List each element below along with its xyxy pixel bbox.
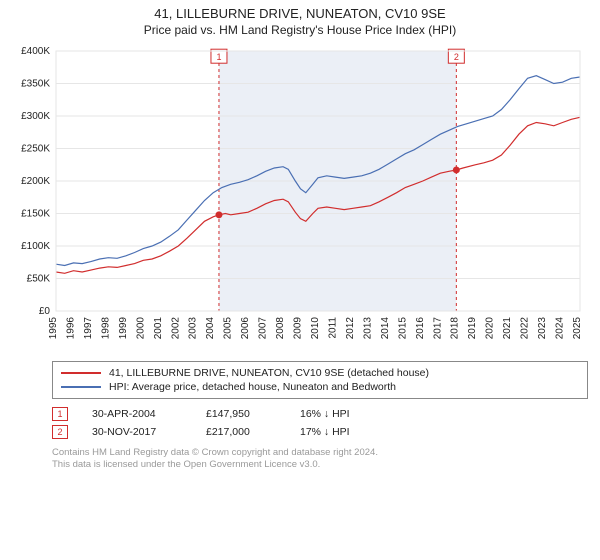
figure-container: 41, LILLEBURNE DRIVE, NUNEATON, CV10 9SE…	[0, 0, 600, 560]
x-tick-label: 2022	[520, 317, 531, 340]
x-tick-label: 2012	[345, 317, 356, 340]
x-tick-label: 2009	[293, 317, 304, 340]
attribution-line: This data is licensed under the Open Gov…	[52, 459, 588, 471]
event-row: 1 30-APR-2004 £147,950 16% ↓ HPI	[52, 405, 588, 423]
x-tick-label: 2008	[275, 317, 286, 340]
event-marker-dot	[215, 211, 222, 218]
legend-label: HPI: Average price, detached house, Nune…	[109, 381, 396, 393]
x-tick-label: 2023	[537, 317, 548, 340]
event-date: 30-NOV-2017	[92, 426, 182, 438]
line-chart-svg: £0 £50K £100K £150K £200K £250K £300K £350K £400…	[10, 45, 590, 355]
y-tick-label: £400K	[21, 46, 50, 57]
x-tick-label: 2025	[572, 317, 583, 340]
attribution: Contains HM Land Registry data © Crown c…	[52, 447, 588, 472]
x-tick-label: 2002	[170, 317, 181, 340]
event-marker-badge: 2	[52, 425, 68, 439]
x-tick-label: 2014	[380, 317, 391, 340]
legend-label: 41, LILLEBURNE DRIVE, NUNEATON, CV10 9SE…	[109, 367, 429, 379]
event-marker-id: 1	[216, 52, 221, 62]
x-tick-label: 1999	[118, 317, 129, 340]
x-tick-label: 2004	[205, 317, 216, 340]
y-tick-label: £250K	[21, 144, 50, 155]
chart-area: £0 £50K £100K £150K £200K £250K £300K £350K £400…	[10, 45, 590, 355]
event-price: £217,000	[206, 426, 276, 438]
y-tick-label: £350K	[21, 79, 50, 90]
y-tick-label: £300K	[21, 111, 50, 122]
x-tick-label: 2007	[258, 317, 269, 340]
x-tick-label: 2021	[502, 317, 513, 340]
y-tick-label: £200K	[21, 176, 50, 187]
x-tick-label: 2019	[467, 317, 478, 340]
event-price: £147,950	[206, 408, 276, 420]
x-tick-label: 2003	[188, 317, 199, 340]
x-tick-label: 2001	[153, 317, 164, 340]
x-tick-label: 2017	[432, 317, 443, 340]
x-tick-label: 2013	[362, 317, 373, 340]
x-tick-label: 2006	[240, 317, 251, 340]
event-row: 2 30-NOV-2017 £217,000 17% ↓ HPI	[52, 423, 588, 441]
y-tick-label: £100K	[21, 241, 50, 252]
x-tick-label: 1997	[83, 317, 94, 340]
x-tick-label: 1996	[65, 317, 76, 340]
legend-swatch	[61, 386, 101, 388]
legend: 41, LILLEBURNE DRIVE, NUNEATON, CV10 9SE…	[52, 361, 588, 399]
events-table: 1 30-APR-2004 £147,950 16% ↓ HPI 2 30-NOV-201…	[52, 405, 588, 441]
legend-row: 41, LILLEBURNE DRIVE, NUNEATON, CV10 9SE…	[61, 366, 579, 380]
chart-title: 41, LILLEBURNE DRIVE, NUNEATON, CV10 9SE	[10, 6, 590, 21]
x-tick-label: 1998	[100, 317, 111, 340]
x-tick-label: 2018	[450, 317, 461, 340]
x-tick-label: 2024	[555, 317, 566, 340]
x-tick-label: 2015	[397, 317, 408, 340]
event-date: 30-APR-2004	[92, 408, 182, 420]
x-tick-label: 2000	[135, 317, 146, 340]
x-tick-label: 2020	[485, 317, 496, 340]
legend-row: HPI: Average price, detached house, Nune…	[61, 380, 579, 394]
legend-swatch	[61, 372, 101, 374]
y-tick-label: £50K	[27, 274, 51, 285]
event-diff: 17% ↓ HPI	[300, 426, 380, 438]
x-tick-label: 1995	[48, 317, 59, 340]
event-marker-id: 2	[454, 52, 459, 62]
x-tick-label: 2011	[327, 317, 338, 339]
titles: 41, LILLEBURNE DRIVE, NUNEATON, CV10 9SE…	[10, 6, 590, 37]
attribution-line: Contains HM Land Registry data © Crown c…	[52, 447, 588, 459]
y-tick-label: £0	[39, 306, 51, 317]
event-marker-dot	[453, 166, 460, 173]
x-tick-label: 2005	[223, 317, 234, 340]
event-diff: 16% ↓ HPI	[300, 408, 380, 420]
event-marker-badge: 1	[52, 407, 68, 421]
x-tick-label: 2016	[415, 317, 426, 340]
x-tick-label: 2010	[310, 317, 321, 340]
chart-subtitle: Price paid vs. HM Land Registry's House …	[10, 23, 590, 37]
y-tick-label: £150K	[21, 209, 50, 220]
